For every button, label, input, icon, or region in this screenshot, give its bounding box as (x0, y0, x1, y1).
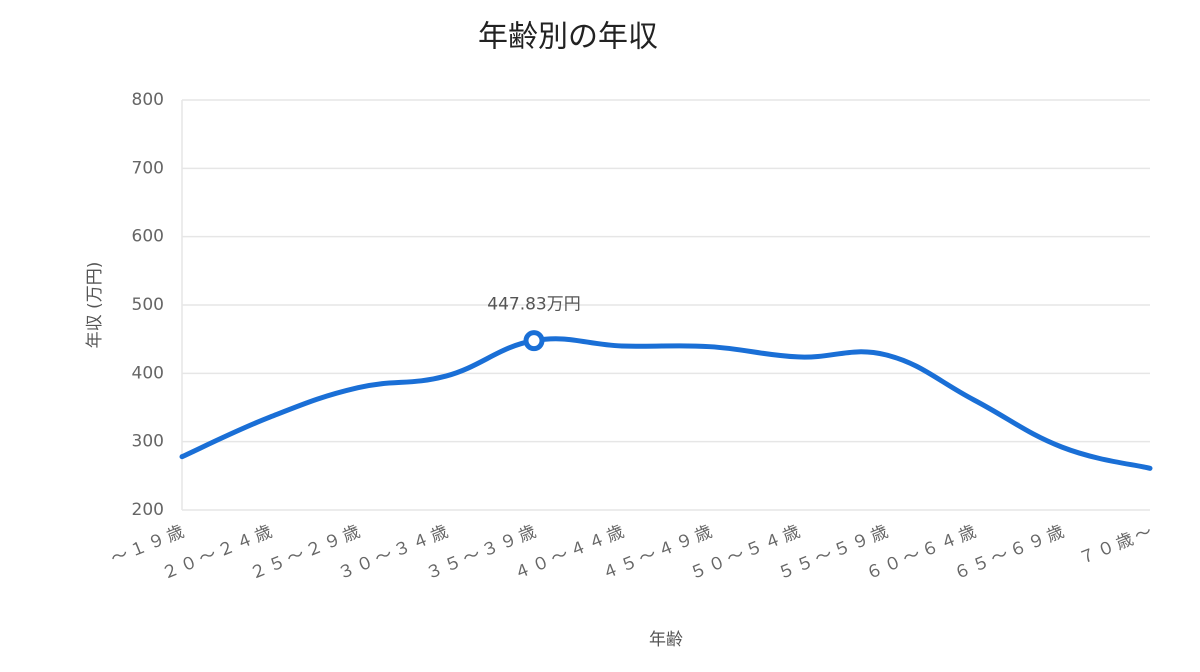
highlight-point (523, 330, 545, 352)
x-tick-label: ７０歳～ (1076, 521, 1158, 570)
y-axis-label: 年収 (万円) (85, 262, 105, 349)
x-axis-label: 年齢 (649, 630, 683, 650)
y-tick-label: 500 (132, 295, 164, 315)
y-tick-label: 300 (132, 432, 164, 452)
line (179, 336, 1153, 471)
y-tick-label: 200 (132, 500, 164, 520)
y-tick-label: 800 (132, 90, 164, 110)
data-label: 447.83万円 (487, 295, 580, 315)
chart-title: 年齢別の年収 (478, 20, 658, 55)
y-tick-label: 700 (132, 158, 164, 178)
y-tick-label: 400 (132, 363, 164, 383)
y-tick-label: 600 (132, 227, 164, 247)
